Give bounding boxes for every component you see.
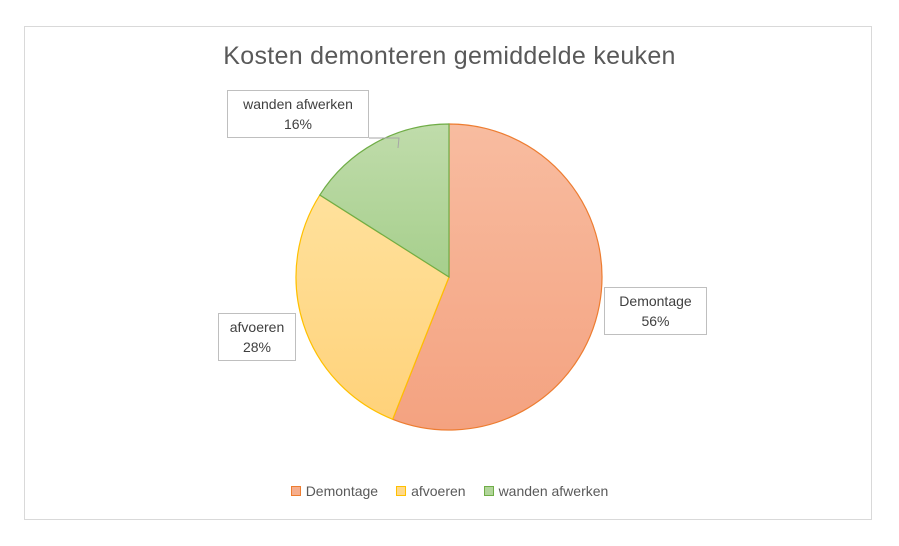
data-label-category: wanden afwerken	[243, 96, 353, 112]
chart-title: Kosten demonteren gemiddelde keuken	[223, 42, 676, 70]
legend-item-demontage: Demontage	[290, 483, 379, 499]
data-label-value: 28%	[242, 339, 272, 355]
legend: Demontage afvoeren wanden afwerken	[0, 483, 899, 499]
legend-label: wanden afwerken	[498, 483, 609, 499]
data-label-category: Demontage	[619, 293, 692, 309]
data-label-wanden-afwerken: wanden afwerken 16%	[227, 90, 369, 138]
legend-label: Demontage	[305, 483, 379, 499]
pie-slice-afvoeren	[295, 194, 450, 421]
leader-line-wanden-afwerken	[369, 137, 400, 149]
data-label-category: afvoeren	[229, 319, 285, 335]
data-label-afvoeren: afvoeren 28%	[218, 313, 296, 361]
pie-slice-demontage	[391, 123, 603, 431]
pie-slice-wanden-afwerken	[318, 123, 450, 279]
legend-item-wanden-afwerken: wanden afwerken	[483, 483, 609, 499]
data-label-value: 16%	[283, 116, 313, 132]
data-label-value: 56%	[641, 313, 670, 329]
data-label-demontage: Demontage 56%	[604, 287, 707, 335]
legend-swatch-demontage	[290, 486, 301, 496]
legend-swatch-wanden-afwerken	[483, 486, 494, 496]
legend-item-afvoeren: afvoeren	[396, 483, 466, 499]
legend-swatch-afvoeren	[396, 486, 407, 496]
legend-label: afvoeren	[411, 483, 466, 499]
